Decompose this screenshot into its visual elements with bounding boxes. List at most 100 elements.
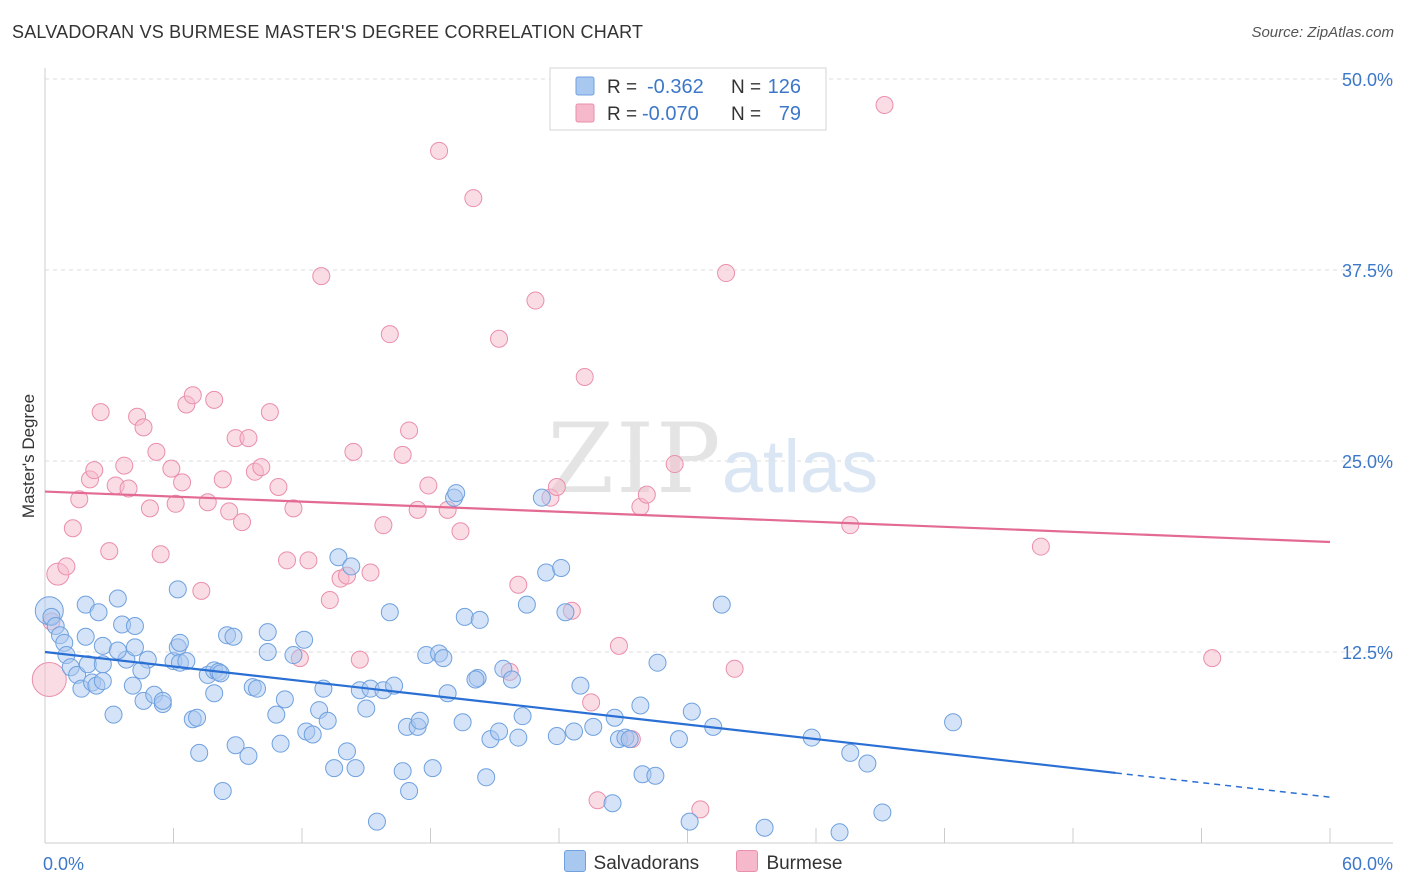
burmese-point [57,557,76,576]
legend-r-label-pink: R = [607,104,637,125]
salvadoran-point [284,646,303,665]
burmese-point [147,442,166,461]
salvadoran-point [337,742,356,761]
axis-layer: 12.5% 25.0% 37.5% 50.0% 0.0% 60.0% [43,68,1393,874]
burmese-point [609,636,628,655]
burmese-point [220,502,239,521]
legend-r-label-blue: R = [607,77,637,98]
salvadoran-point [393,762,412,781]
burmese-point [637,485,656,504]
burmese-point [312,267,331,286]
burmese-point [320,591,339,610]
salvadoran-point [552,558,571,577]
burmese-point [490,329,509,348]
burmese-point [393,445,412,464]
burmese-point [198,493,217,512]
salvadoran-point [830,823,849,842]
y-tick-label: 12.5% [1342,643,1393,663]
burmese-point [582,693,601,712]
burmese-point [85,461,104,480]
burmese-point [70,490,89,509]
burmese-point [464,189,483,208]
burmese-point [134,418,153,437]
salvadoran-point [646,766,665,785]
y-tick-label: 37.5% [1342,261,1393,281]
salvadoran-point [532,488,551,507]
salvadoran-point [944,713,963,732]
salvadoran-point [680,812,699,831]
burmese-point [162,459,181,478]
burmese-point [526,291,545,310]
salvadoran-point [205,684,224,703]
legend-top-box [549,67,827,131]
legend-top: R = -0.362 N = 126 R = -0.070 N = 79 [549,67,827,131]
legend-n-value-blue: 126 [768,76,801,98]
salvadoran-point [104,705,123,724]
legend-n-label-blue: N = [731,77,761,98]
salvadoran-point [224,627,243,646]
burmese-point [509,575,528,594]
salvadoran-point [357,699,376,718]
burmese-point [575,367,594,386]
salvadoran-point [226,736,245,755]
salvadoran-point [556,603,575,622]
salvadoran-point [380,603,399,622]
watermark: ZIP atlas [547,403,878,515]
legend-bottom: Salvadorans Burmese [0,850,1406,875]
legend-label-salvadorans: Salvadorans [593,853,700,874]
x-tick-label-min: 0.0% [43,854,84,874]
burmese-point [408,500,427,519]
burmese-point [691,800,710,819]
grid-layer [45,78,1393,653]
salvadoran-point [76,627,95,646]
chart-title: SALVADORAN VS BURMESE MASTER'S DEGREE CO… [12,22,644,42]
salvadoran-point [447,484,466,503]
burmese-point [213,470,232,489]
salvadoran-point [108,589,127,608]
salvadoran-point [258,643,277,661]
salvadoran-point [267,705,286,724]
burmese-point [400,421,419,440]
salvadoran-point [669,730,688,749]
salvadoran-point [455,607,474,626]
burmese-point [151,545,170,564]
salvadoran-point [620,730,639,749]
points-layer [31,95,1222,842]
burmese-point [269,477,288,496]
legend-r-value-pink: -0.070 [642,103,699,125]
salvadoran-point [318,711,337,730]
salvadoran-point [631,696,650,715]
salvadoran-point [547,727,566,746]
burmese-point [140,499,159,518]
salvadoran-point [603,794,622,813]
burmese-point [350,650,369,669]
watermark-zip: ZIP [547,403,722,515]
salvadoran-point [513,707,532,726]
salvadoran-point [325,759,344,778]
salvadoran-point [490,722,509,741]
burmese-point [183,386,202,405]
legend-swatch-burmese [736,850,759,872]
salvadoran-point [89,603,108,622]
burmese-point [344,442,363,461]
salvadoran-point [329,548,348,567]
salvadoran-point [93,636,112,655]
trend-layer [44,490,1331,798]
salvadoran-point [466,670,485,689]
salvadoran-point [858,754,877,773]
burmese-point [239,429,258,448]
salvadoran-point [755,818,774,837]
burmese-point [252,458,271,477]
watermark-atlas: atlas [722,425,878,508]
burmese-point [430,141,449,160]
salvadoran-trend-extension [1115,772,1331,798]
salvadoran-point [168,580,187,599]
salvadoran-point [108,641,127,660]
burmese-point [260,403,279,422]
salvadoran-point [682,702,701,721]
salvadoran-point [453,713,472,732]
burmese-point [233,513,252,532]
burmese-point [299,551,318,570]
salvadoran-point [123,676,142,695]
